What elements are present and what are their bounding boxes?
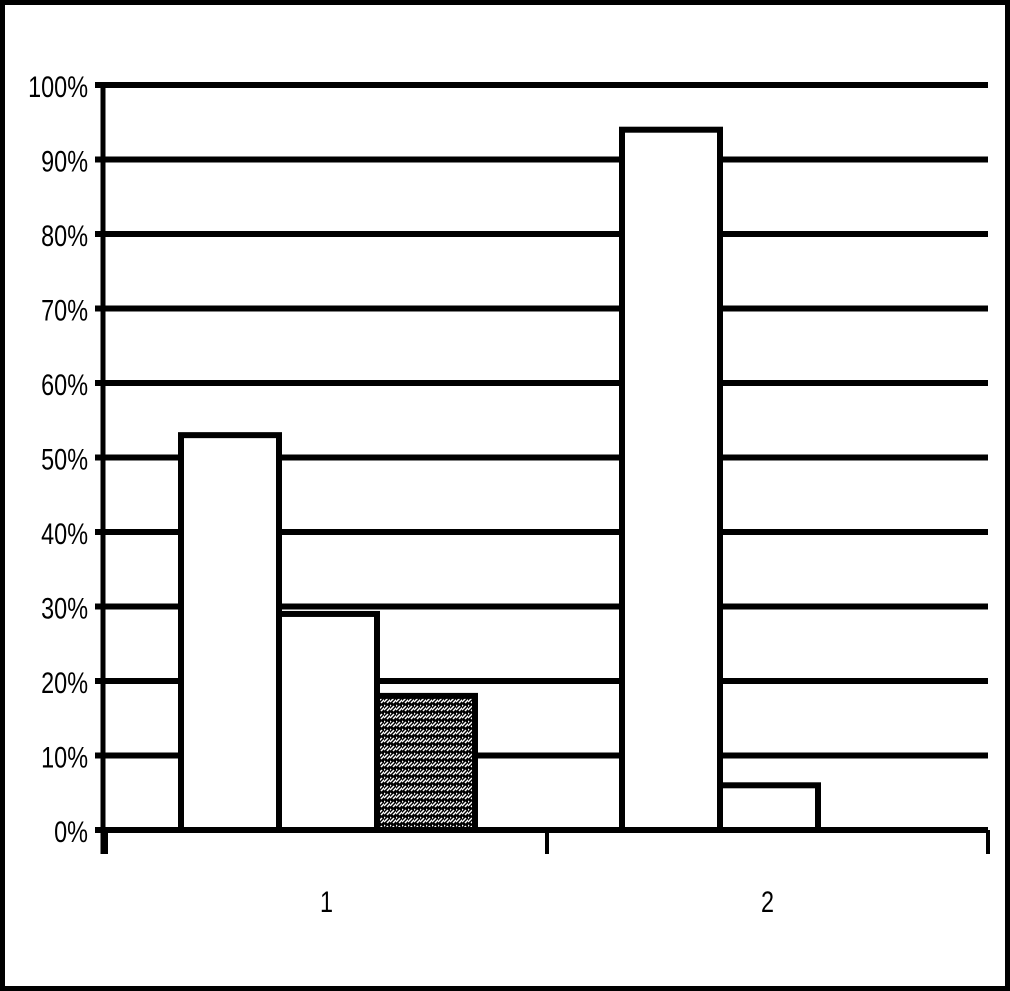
bar: [374, 692, 478, 834]
y-tick-label: 20%: [41, 666, 88, 699]
bar: [178, 432, 282, 833]
y-tick-label: 50%: [41, 443, 88, 476]
y-tick-label: 40%: [41, 517, 88, 550]
y-tick-label: 60%: [41, 368, 88, 401]
y-tick-label: 90%: [41, 145, 88, 178]
y-tick-label: 30%: [41, 592, 88, 625]
y-tick-label: 100%: [28, 70, 88, 103]
y-tick-label: 10%: [41, 741, 88, 774]
y-tick-label: 80%: [41, 219, 88, 252]
x-tick-label: 2: [761, 885, 774, 918]
y-tick-label: 0%: [54, 815, 88, 848]
bar: [619, 126, 723, 833]
y-tick-label: 70%: [41, 294, 88, 327]
x-tick-label: 1: [320, 885, 333, 918]
bar: [717, 782, 821, 833]
bar: [276, 610, 380, 834]
